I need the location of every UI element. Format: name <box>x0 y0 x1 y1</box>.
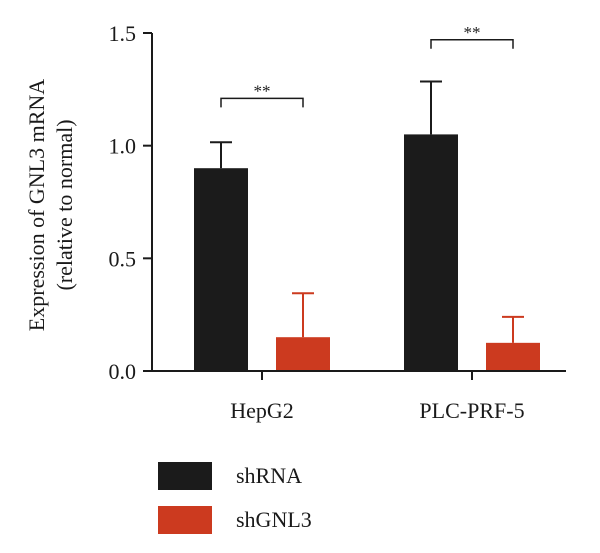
y-tick-label: 1.5 <box>109 21 137 46</box>
bar-shrna-1 <box>404 134 458 371</box>
significance-label: ** <box>464 23 481 42</box>
legend-swatch-shgnl3 <box>158 506 212 534</box>
significance-bracket <box>430 39 514 49</box>
bars <box>194 134 540 371</box>
legend: shRNA shGNL3 <box>158 462 312 534</box>
y-axis-label: Expression of GNL3 mRNA (relative to nor… <box>24 79 77 331</box>
significance-label: ** <box>254 81 271 100</box>
x-tick-label: PLC-PRF-5 <box>419 398 524 423</box>
bar-shrna-0 <box>194 168 248 371</box>
y-tick-label: 0.0 <box>109 359 137 384</box>
y-axis-label-line-2: (relative to normal) <box>52 119 77 290</box>
y-tick-label: 1.0 <box>109 134 137 159</box>
significance-markers: ** ** <box>220 23 514 108</box>
y-axis-ticks: 0.0 0.5 1.0 1.5 <box>109 21 152 384</box>
significance-bracket <box>220 97 304 108</box>
legend-swatch-shrna <box>158 462 212 490</box>
error-bars <box>210 80 524 343</box>
x-axis-ticks: HepG2 PLC-PRF-5 <box>230 371 525 423</box>
legend-label-shrna: shRNA <box>236 463 302 488</box>
bar-shgnl3-0 <box>276 337 330 371</box>
y-axis-label-line-1: Expression of GNL3 mRNA <box>24 79 49 331</box>
y-tick-label: 0.5 <box>109 246 137 271</box>
bar-shgnl3-1 <box>486 342 540 371</box>
x-tick-label: HepG2 <box>230 398 294 423</box>
legend-label-shgnl3: shGNL3 <box>236 507 312 532</box>
